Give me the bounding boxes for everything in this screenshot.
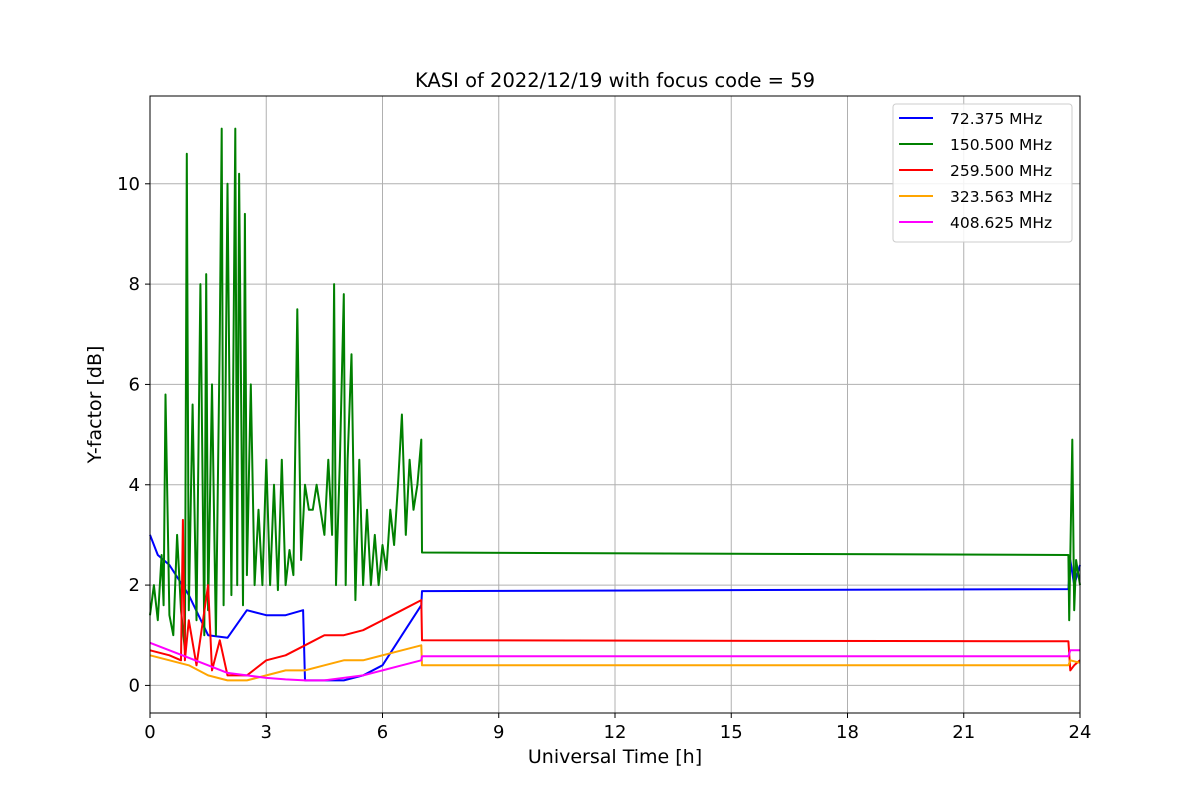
series-line-2 <box>149 518 1081 677</box>
y-tick-label: 8 <box>129 274 140 295</box>
y-tick-label: 10 <box>117 174 140 195</box>
x-tick-label: 3 <box>261 722 272 743</box>
legend-label-2: 259.500 MHz <box>950 162 1052 180</box>
x-axis-label: Universal Time [h] <box>528 746 702 768</box>
legend-label-0: 72.375 MHz <box>950 110 1042 128</box>
y-tick-label: 0 <box>129 675 140 696</box>
y-tick-label: 6 <box>129 374 140 395</box>
y-tick-label: 2 <box>129 575 140 596</box>
legend-label-1: 150.500 MHz <box>950 136 1052 154</box>
x-tick-label: 6 <box>377 722 388 743</box>
x-tick-label: 24 <box>1069 722 1092 743</box>
series-layer <box>149 127 1081 682</box>
series-line-3 <box>149 644 1081 682</box>
x-tick-label: 15 <box>720 722 743 743</box>
legend-label-3: 323.563 MHz <box>950 188 1052 206</box>
series-line-1 <box>149 127 1081 652</box>
series-line-4 <box>149 641 1080 682</box>
legend-label-4: 408.625 MHz <box>950 214 1052 232</box>
x-tick-label: 12 <box>604 722 627 743</box>
chart-title: KASI of 2022/12/19 with focus code = 59 <box>415 69 815 92</box>
x-tick-label: 0 <box>144 722 155 743</box>
legend: 72.375 MHz 150.500 MHz 259.500 MHz 323.563 … <box>892 103 1073 243</box>
x-tick-label: 9 <box>493 722 504 743</box>
y-axis-label: Y-factor [dB] <box>84 346 106 465</box>
x-tick-label: 18 <box>836 722 859 743</box>
y-tick-label: 4 <box>129 475 140 496</box>
grid <box>149 96 1081 713</box>
legend-box <box>892 103 1073 243</box>
x-tick-label: 21 <box>952 722 975 743</box>
